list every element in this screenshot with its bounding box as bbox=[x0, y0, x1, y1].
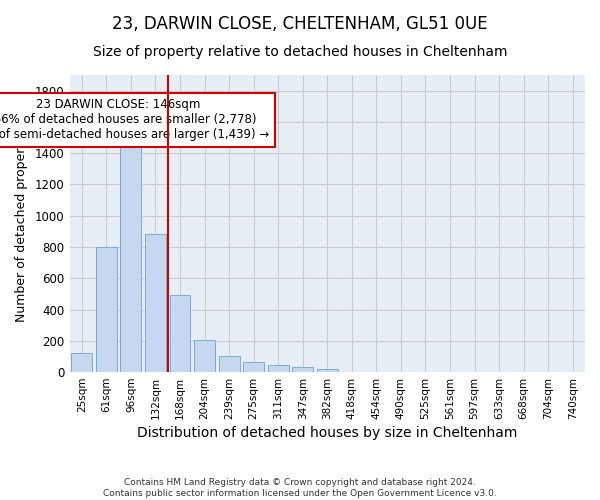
Bar bbox=[317, 368, 338, 372]
Bar bbox=[268, 365, 289, 372]
Text: Size of property relative to detached houses in Cheltenham: Size of property relative to detached ho… bbox=[93, 45, 507, 59]
Bar bbox=[243, 362, 264, 372]
Bar bbox=[71, 352, 92, 372]
Text: Contains HM Land Registry data © Crown copyright and database right 2024.
Contai: Contains HM Land Registry data © Crown c… bbox=[103, 478, 497, 498]
Bar bbox=[194, 340, 215, 372]
Bar bbox=[218, 356, 239, 372]
X-axis label: Distribution of detached houses by size in Cheltenham: Distribution of detached houses by size … bbox=[137, 426, 517, 440]
Text: 23, DARWIN CLOSE, CHELTENHAM, GL51 0UE: 23, DARWIN CLOSE, CHELTENHAM, GL51 0UE bbox=[112, 15, 488, 33]
Bar bbox=[145, 234, 166, 372]
Bar bbox=[292, 366, 313, 372]
Text: 23 DARWIN CLOSE: 146sqm
← 66% of detached houses are smaller (2,778)
34% of semi: 23 DARWIN CLOSE: 146sqm ← 66% of detache… bbox=[0, 98, 269, 142]
Y-axis label: Number of detached properties: Number of detached properties bbox=[15, 125, 28, 322]
Bar bbox=[96, 247, 117, 372]
Bar bbox=[121, 142, 142, 372]
Bar bbox=[170, 296, 190, 372]
